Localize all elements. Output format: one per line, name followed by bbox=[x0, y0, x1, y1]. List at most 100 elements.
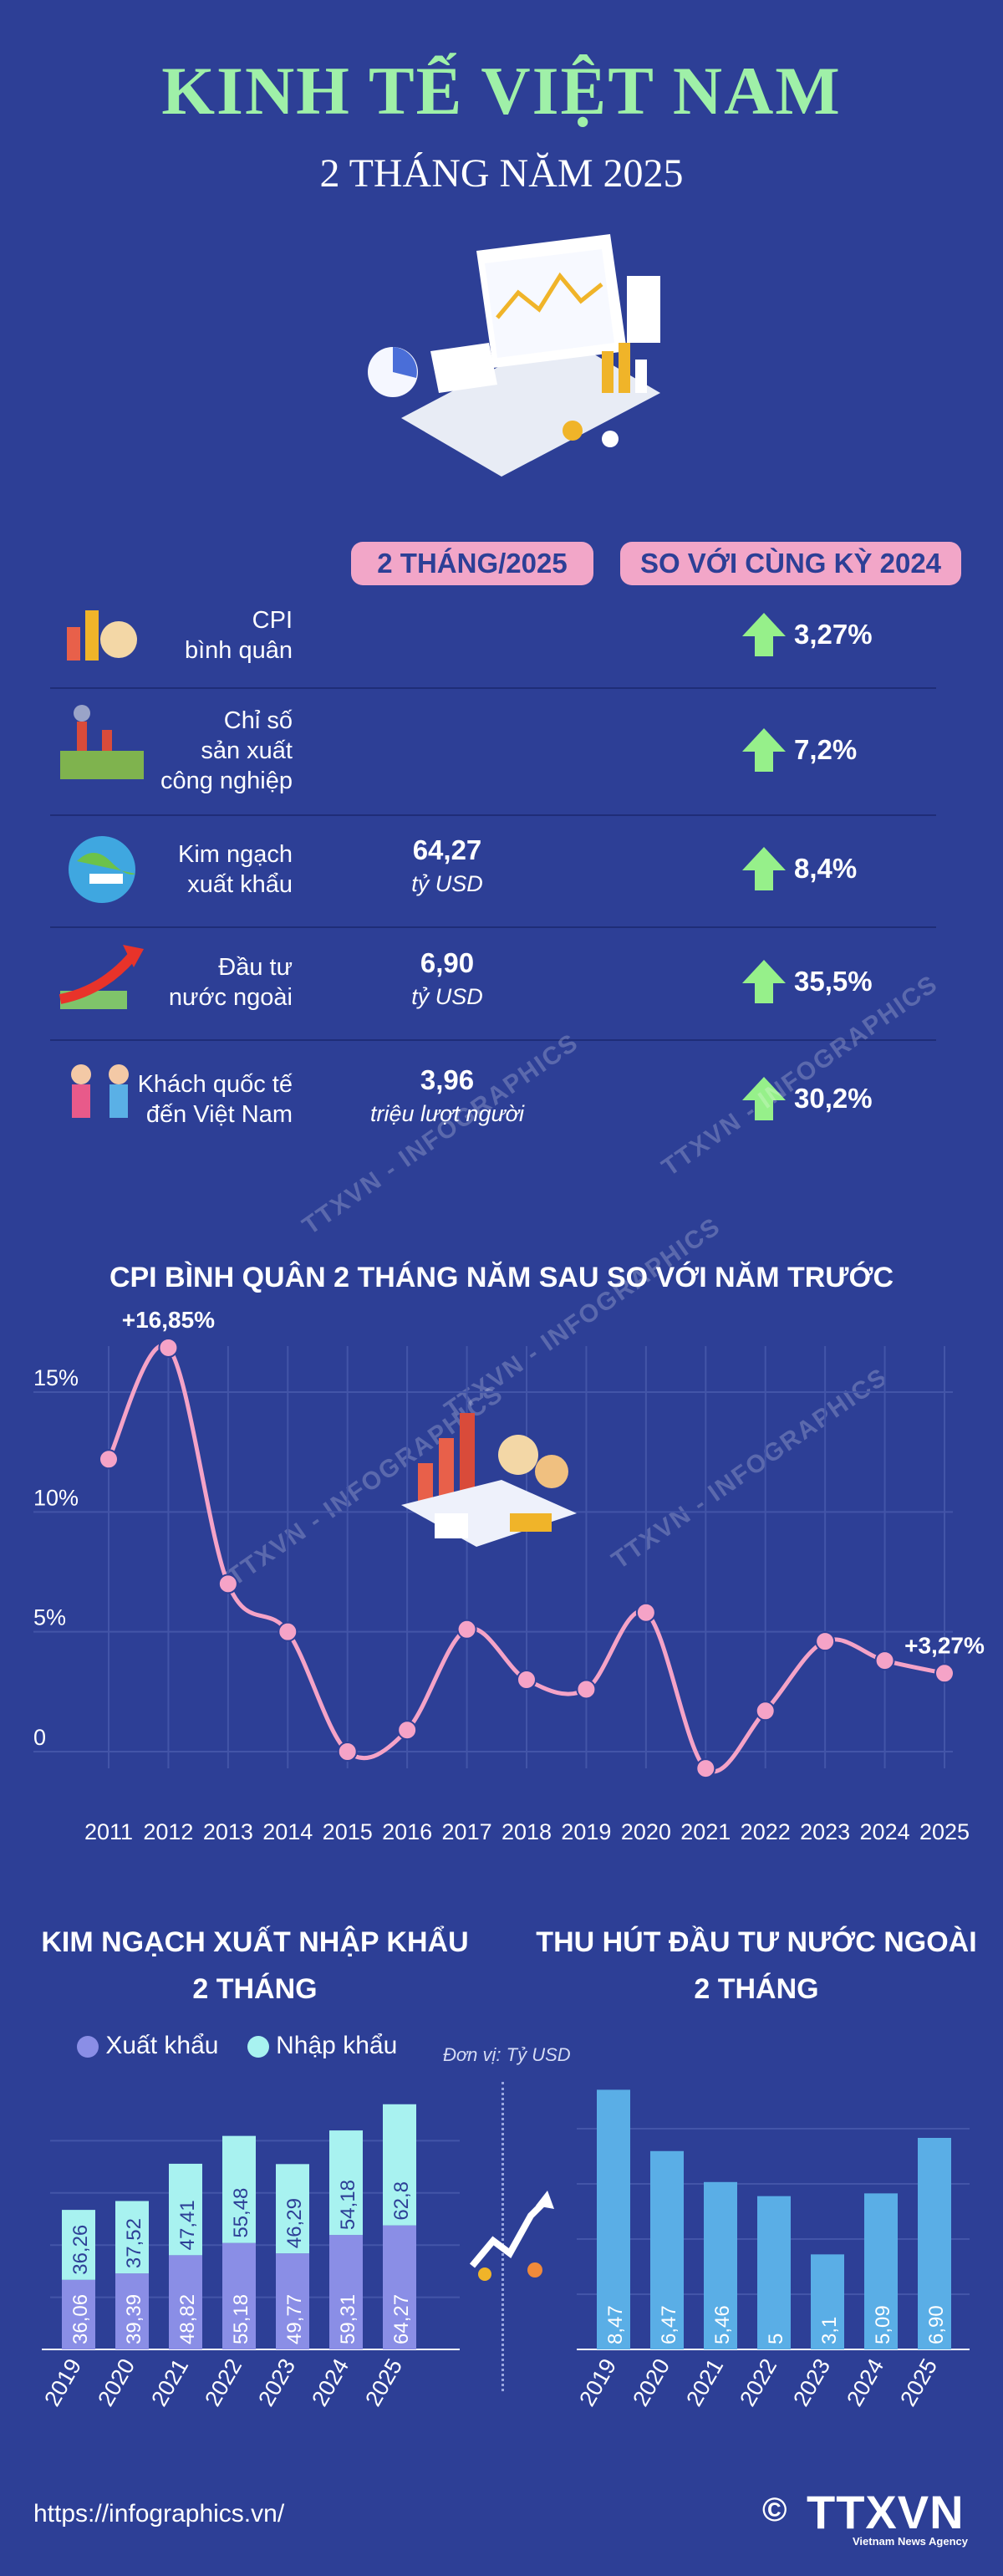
arrow-up-icon bbox=[742, 728, 786, 773]
bar-fdi bbox=[864, 2193, 898, 2349]
bar-import bbox=[115, 2201, 149, 2274]
bar-label-fdi: 5,09 bbox=[872, 2305, 894, 2344]
trade-chart-title: KIM NGẠCH XUẤT NHẬP KHẨU 2 THÁNG bbox=[33, 1919, 476, 2012]
trade-chart-title-line: 2 THÁNG bbox=[192, 1973, 318, 2005]
x-tick-label: 2023 bbox=[253, 2354, 300, 2410]
row-separator bbox=[50, 814, 936, 816]
bar-fdi bbox=[597, 2089, 630, 2349]
unit-note: Đơn vị: Tỷ USD bbox=[443, 2044, 571, 2065]
x-tick-label: 2021 bbox=[680, 1819, 731, 1844]
cpi-data-point bbox=[158, 1337, 179, 1358]
x-tick-label: 2013 bbox=[203, 1819, 253, 1844]
arrow-up-icon bbox=[742, 1077, 786, 1122]
cpi-data-point bbox=[934, 1663, 955, 1684]
cpi-data-point bbox=[337, 1742, 358, 1762]
x-tick-label: 2019 bbox=[39, 2354, 86, 2410]
arrow-up-icon bbox=[742, 847, 786, 892]
x-tick-label: 2017 bbox=[442, 1819, 492, 1844]
x-tick-label: 2011 bbox=[84, 1819, 133, 1844]
indicator-change: 8,4% bbox=[794, 853, 858, 884]
arrow-stem bbox=[755, 983, 773, 1003]
cpi-annotation: +3,27% bbox=[904, 1632, 985, 1658]
y-tick-label: 10% bbox=[33, 1485, 79, 1510]
x-tick-label: 2025 bbox=[895, 2354, 942, 2410]
row-separator bbox=[50, 1038, 936, 1041]
indicator-label-line: nước ngoài bbox=[168, 984, 293, 1011]
bar-import bbox=[329, 2130, 363, 2236]
growth-chart-icon bbox=[469, 2191, 554, 2281]
indicator-label: Khách quốc tế đến Việt Nam bbox=[100, 1069, 293, 1130]
bar-import bbox=[62, 2210, 95, 2280]
cpi-data-point bbox=[755, 1701, 776, 1722]
cpi-data-point bbox=[456, 1619, 477, 1640]
indicator-value-number: 3,96 bbox=[420, 1064, 475, 1095]
cpi-series-line bbox=[106, 1343, 945, 1774]
column-header-period: 2 THÁNG/2025 bbox=[351, 542, 593, 585]
indicator-value-number: 6,90 bbox=[420, 947, 475, 978]
bar-label-import: 55,48 bbox=[230, 2188, 252, 2238]
row-separator bbox=[50, 926, 936, 928]
chart-legend: Xuất khẩu Nhập khẩu bbox=[77, 2032, 397, 2060]
bar-label-export: 39,39 bbox=[123, 2294, 145, 2344]
x-tick-label: 2020 bbox=[628, 2354, 675, 2410]
x-tick-label: 2023 bbox=[800, 1819, 850, 1844]
trade-chart-title-line: KIM NGẠCH XUẤT NHẬP KHẨU bbox=[41, 1926, 469, 1958]
arrow-stem bbox=[755, 636, 773, 656]
legend-swatch-export bbox=[77, 2036, 99, 2058]
arrow-stem bbox=[755, 1100, 773, 1120]
x-tick-label: 2018 bbox=[502, 1819, 552, 1844]
fdi-chart-title-line: 2 THÁNG bbox=[694, 1973, 819, 2005]
cpi-data-point bbox=[815, 1631, 836, 1652]
indicator-label-line: Đầu tư bbox=[218, 954, 293, 981]
indicator-value: 64,27 tỷ USD bbox=[322, 834, 573, 897]
brand-logo: TTXVN bbox=[807, 2486, 965, 2538]
bar-label-export: 64,27 bbox=[390, 2294, 413, 2344]
bar-label-fdi: 6,47 bbox=[658, 2305, 680, 2344]
indicator-label: Đầu tư nước ngoài bbox=[100, 952, 293, 1013]
indicator-value: 6,90 tỷ USD bbox=[322, 947, 573, 1010]
bar-export bbox=[329, 2235, 363, 2349]
x-tick-label: 2025 bbox=[919, 1819, 970, 1844]
bar-import bbox=[169, 2163, 202, 2256]
indicator-label: CPI bình quân bbox=[100, 605, 293, 666]
indicator-change: 3,27% bbox=[794, 619, 873, 650]
indicator-label-line: Khách quốc tế bbox=[137, 1071, 293, 1098]
page-title: KINH TẾ VIỆT NAM bbox=[161, 53, 842, 129]
investment-icon bbox=[52, 936, 152, 1028]
indicator-value: 3,96 triệu lượt người bbox=[322, 1064, 573, 1127]
bar-fdi bbox=[918, 2138, 951, 2349]
indicator-label-line: đến Việt Nam bbox=[145, 1101, 293, 1128]
bar-export bbox=[169, 2255, 202, 2349]
factory-icon bbox=[52, 696, 152, 805]
cpi-data-point bbox=[695, 1758, 716, 1779]
bar-label-import: 62,8 bbox=[390, 2181, 413, 2221]
arrow-head bbox=[742, 1077, 786, 1100]
indicator-label-line: công nghiệp bbox=[160, 768, 293, 794]
y-tick-label: 15% bbox=[33, 1365, 79, 1390]
x-tick-label: 2024 bbox=[307, 2354, 354, 2410]
indicator-label-line: bình quân bbox=[184, 637, 293, 664]
x-tick-label: 2014 bbox=[262, 1819, 313, 1844]
globe-icon bbox=[52, 824, 152, 916]
bar-label-fdi: 5,46 bbox=[711, 2305, 734, 2344]
fdi-bar-chart: 8,47 2019 6,47 2020 5,46 2021 5 2022 3,1 2023 5,09… bbox=[574, 2089, 970, 2410]
bar-export bbox=[115, 2273, 149, 2349]
cpi-data-point bbox=[397, 1720, 418, 1741]
bar-export bbox=[276, 2253, 309, 2349]
bar-import bbox=[383, 2104, 416, 2226]
chart-divider bbox=[502, 2082, 504, 2391]
indicator-value-unit: triệu lượt người bbox=[370, 1101, 524, 1126]
indicator-change: 30,2% bbox=[794, 1083, 873, 1114]
x-tick-label: 2024 bbox=[842, 2354, 888, 2410]
investment-icon-graphic bbox=[59, 945, 144, 1009]
legend-label-import: Nhập khẩu bbox=[276, 2032, 398, 2059]
x-tick-label: 2021 bbox=[146, 2354, 193, 2410]
x-tick-label: 2020 bbox=[93, 2354, 140, 2410]
bar-label-export: 55,18 bbox=[230, 2294, 252, 2344]
x-tick-label: 2022 bbox=[741, 1819, 791, 1844]
watermark-text: TTXVN - INFOGRAPHICS bbox=[297, 1028, 584, 1241]
globe-icon-graphic bbox=[69, 836, 135, 903]
bar-import bbox=[276, 2164, 309, 2254]
footer-url[interactable]: https://infographics.vn/ bbox=[33, 2500, 285, 2528]
cpi-data-point bbox=[217, 1574, 238, 1594]
